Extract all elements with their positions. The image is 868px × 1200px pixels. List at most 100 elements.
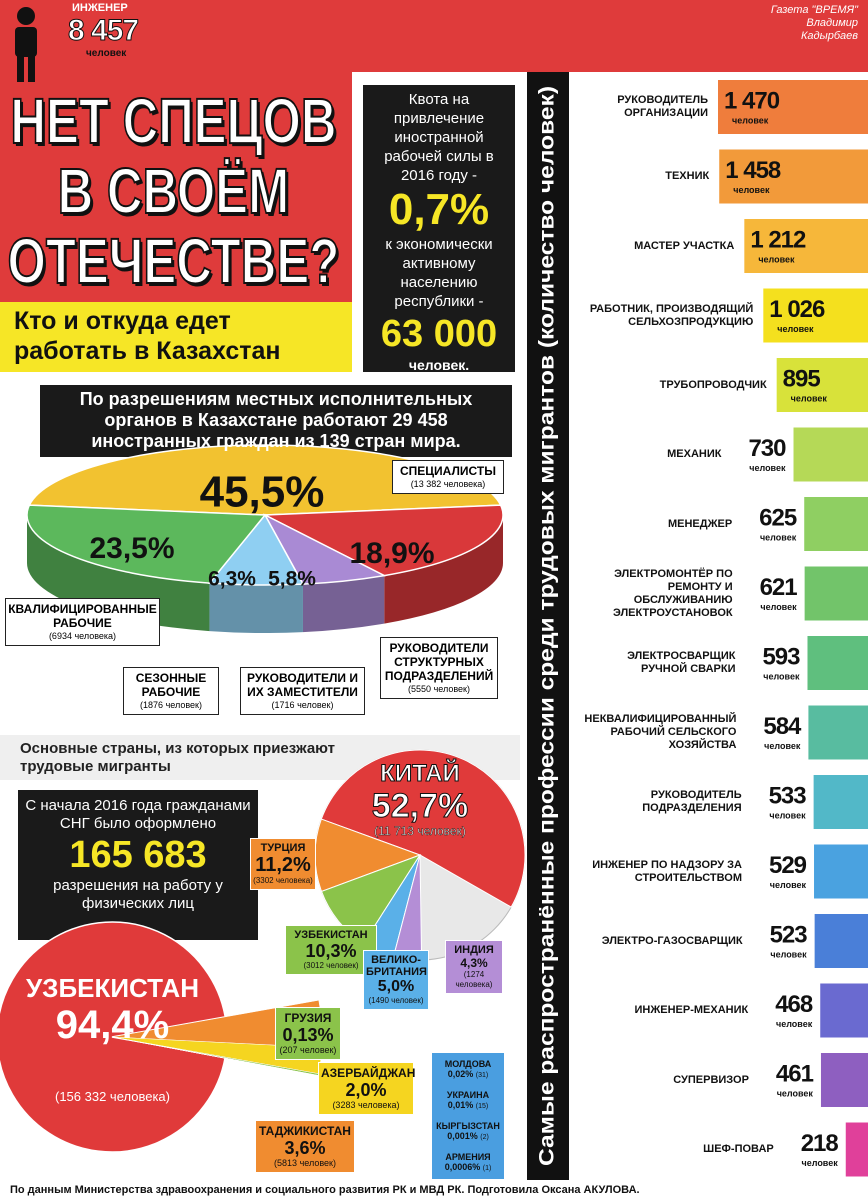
permits-note: По разрешениям местных исполнительных ор…	[79, 389, 473, 451]
quota-text-1: Квота на привлечение иностранной рабочей…	[384, 91, 494, 184]
label-box: АРМЕНИЯ 0,0006% (1)	[434, 1149, 502, 1177]
bar	[776, 358, 868, 412]
value-row: 0,0006% (1)	[436, 1162, 500, 1174]
bar-unit-label: человек	[801, 1158, 838, 1168]
category-label: ИНДИЯ	[454, 944, 494, 956]
category-label: УЗБЕКИСТАН	[294, 929, 368, 941]
value-label: 94,4%	[55, 1003, 170, 1047]
bar-unit-label: человек	[760, 532, 797, 542]
category-label: КИТАЙ	[380, 760, 461, 787]
count-label: (5813 человек)	[274, 1158, 336, 1168]
value-label: 0,01%	[447, 1100, 474, 1110]
profession-label: ТРУБОПРОВОДЧИК	[659, 378, 767, 391]
bar-value-label: 218	[801, 1130, 839, 1157]
bar-value-label: 593	[762, 643, 800, 670]
bar-value-label: 895	[783, 365, 821, 392]
bar-value-label: 533	[769, 782, 807, 809]
category-label: ТАДЖИКИСТАН	[259, 1124, 351, 1138]
count-label: (3283 человека)	[332, 1100, 400, 1110]
bar-unit-label: человек	[763, 671, 800, 681]
label-box: МОЛДОВА 0,02% (31)	[434, 1056, 502, 1084]
bar-value-label: 468	[775, 991, 813, 1018]
category-label: ГРУЗИЯ	[284, 1011, 332, 1025]
count-label: (1490 человек)	[368, 996, 424, 1005]
count-label: (1716 человек)	[271, 700, 334, 710]
bar	[814, 914, 868, 968]
bar-unit-label: человек	[791, 393, 828, 403]
bar-unit-label: человек	[777, 324, 814, 334]
countries-heading: Основные страны, из которых приезжают тр…	[20, 740, 335, 775]
value-label: 5,0%	[377, 978, 415, 995]
bar-unit-label: человек	[764, 741, 801, 751]
slice-side	[209, 583, 303, 633]
profession-label: ИНЖЕНЕР ПО НАДЗОРУ ЗА СТРОИТЕЛЬСТВОМ	[592, 858, 743, 884]
count-label: (5550 человек)	[408, 684, 470, 694]
bar	[813, 775, 868, 829]
cis-text-1: С начала 2016 года гражданами СНГ было о…	[25, 797, 251, 832]
count-label: (3302 человека)	[253, 876, 313, 885]
label-box: УЗБЕКИСТАН 10,3% (3012 человек)	[285, 925, 377, 975]
profession-label: РУКОВОДИТЕЛЬ ОРГАНИЗАЦИИ	[617, 94, 708, 119]
count-label: (1876 человек)	[140, 700, 202, 710]
category-label: РУКОВОДИТЕЛИ И ИХ ЗАМЕСТИТЕЛИ	[246, 671, 359, 699]
label-box: АЗЕРБАЙДЖАН 2,0% (3283 человека)	[318, 1062, 415, 1115]
value-label: 3,6%	[284, 1138, 326, 1158]
value-label: 11,2%	[255, 854, 311, 876]
value-label: 18,9%	[349, 537, 434, 570]
title: НЕТ СПЕЦОВ В СВОЁМ ОТЕЧЕСТВЕ?	[4, 85, 343, 297]
bar-unit-label: человек	[749, 463, 786, 473]
category-label: КВАЛИФИЦИРОВАННЫЕ РАБОЧИЕ	[8, 602, 157, 630]
value-row: 0,001% (2)	[436, 1131, 500, 1143]
value-label: 23,5%	[89, 532, 174, 565]
profession-label: МЕХАНИК	[667, 448, 722, 460]
value-label: 5,8%	[268, 568, 316, 591]
value-label: 0,0006%	[444, 1162, 481, 1172]
bar	[744, 219, 868, 273]
profession-label: СУПЕРВИЗОР	[673, 1073, 749, 1086]
label-box: РУКОВОДИТЕЛИ СТРУКТУРНЫХ ПОДРАЗДЕЛЕНИЙ (5…	[380, 637, 498, 699]
bar-unit-label: человек	[758, 254, 795, 264]
count-label: (1)	[482, 1165, 492, 1172]
label-box: СПЕЦИАЛИСТЫ (13 382 человека)	[392, 460, 504, 494]
category-label: МОЛДОВА	[444, 1059, 492, 1069]
profession-label: ШЕФ-ПОВАР	[703, 1143, 774, 1155]
bar	[719, 149, 868, 204]
bar	[807, 636, 868, 690]
value-label: 6,3%	[208, 568, 256, 591]
bar-value-label: 1 470	[724, 87, 780, 114]
bar	[820, 983, 868, 1038]
slice	[0, 921, 227, 1153]
count-label: (1274 человека)	[455, 970, 493, 989]
title-panel	[0, 72, 352, 302]
count-label: (11 713 человек)	[374, 824, 466, 838]
label-box: ГРУЗИЯ 0,13% (207 человек)	[275, 1007, 341, 1060]
value-label: 0,001%	[447, 1131, 478, 1141]
bar	[804, 566, 868, 621]
bar-unit-label: человек	[776, 1019, 813, 1029]
count-label: (15)	[475, 1103, 489, 1110]
slice	[262, 504, 504, 577]
value-label: 4,3%	[460, 956, 488, 970]
quota-value-1: 0,7%	[388, 185, 490, 234]
small-countries-panel	[432, 1053, 504, 1179]
cis-panel	[18, 790, 258, 940]
bar-unit-label: человек	[769, 810, 806, 820]
quota-text-3: человек.	[408, 357, 470, 373]
label-box: КЫРГЫЗСТАН 0,001% (2)	[434, 1118, 502, 1146]
bar	[718, 80, 868, 134]
source: Газета "ВРЕМЯ"	[770, 4, 858, 16]
value-label: 0,02%	[447, 1069, 474, 1079]
value-label: 10,3%	[305, 941, 357, 961]
count-label: (31)	[475, 1072, 489, 1079]
bar	[763, 288, 868, 343]
count-label: (207 человек)	[279, 1045, 337, 1055]
slice	[320, 749, 526, 908]
label-box: ТУРЦИЯ 11,2% (3302 человека)	[250, 838, 316, 890]
label-box: ТАДЖИКИСТАН 3,6% (5813 человек)	[255, 1120, 355, 1173]
author-line: Владимир	[806, 17, 858, 29]
bar	[804, 497, 868, 551]
profession-label: ЭЛЕКТРОСВАРЩИК РУЧНОЙ СВАРКИ	[627, 650, 736, 675]
bar	[820, 1053, 868, 1107]
